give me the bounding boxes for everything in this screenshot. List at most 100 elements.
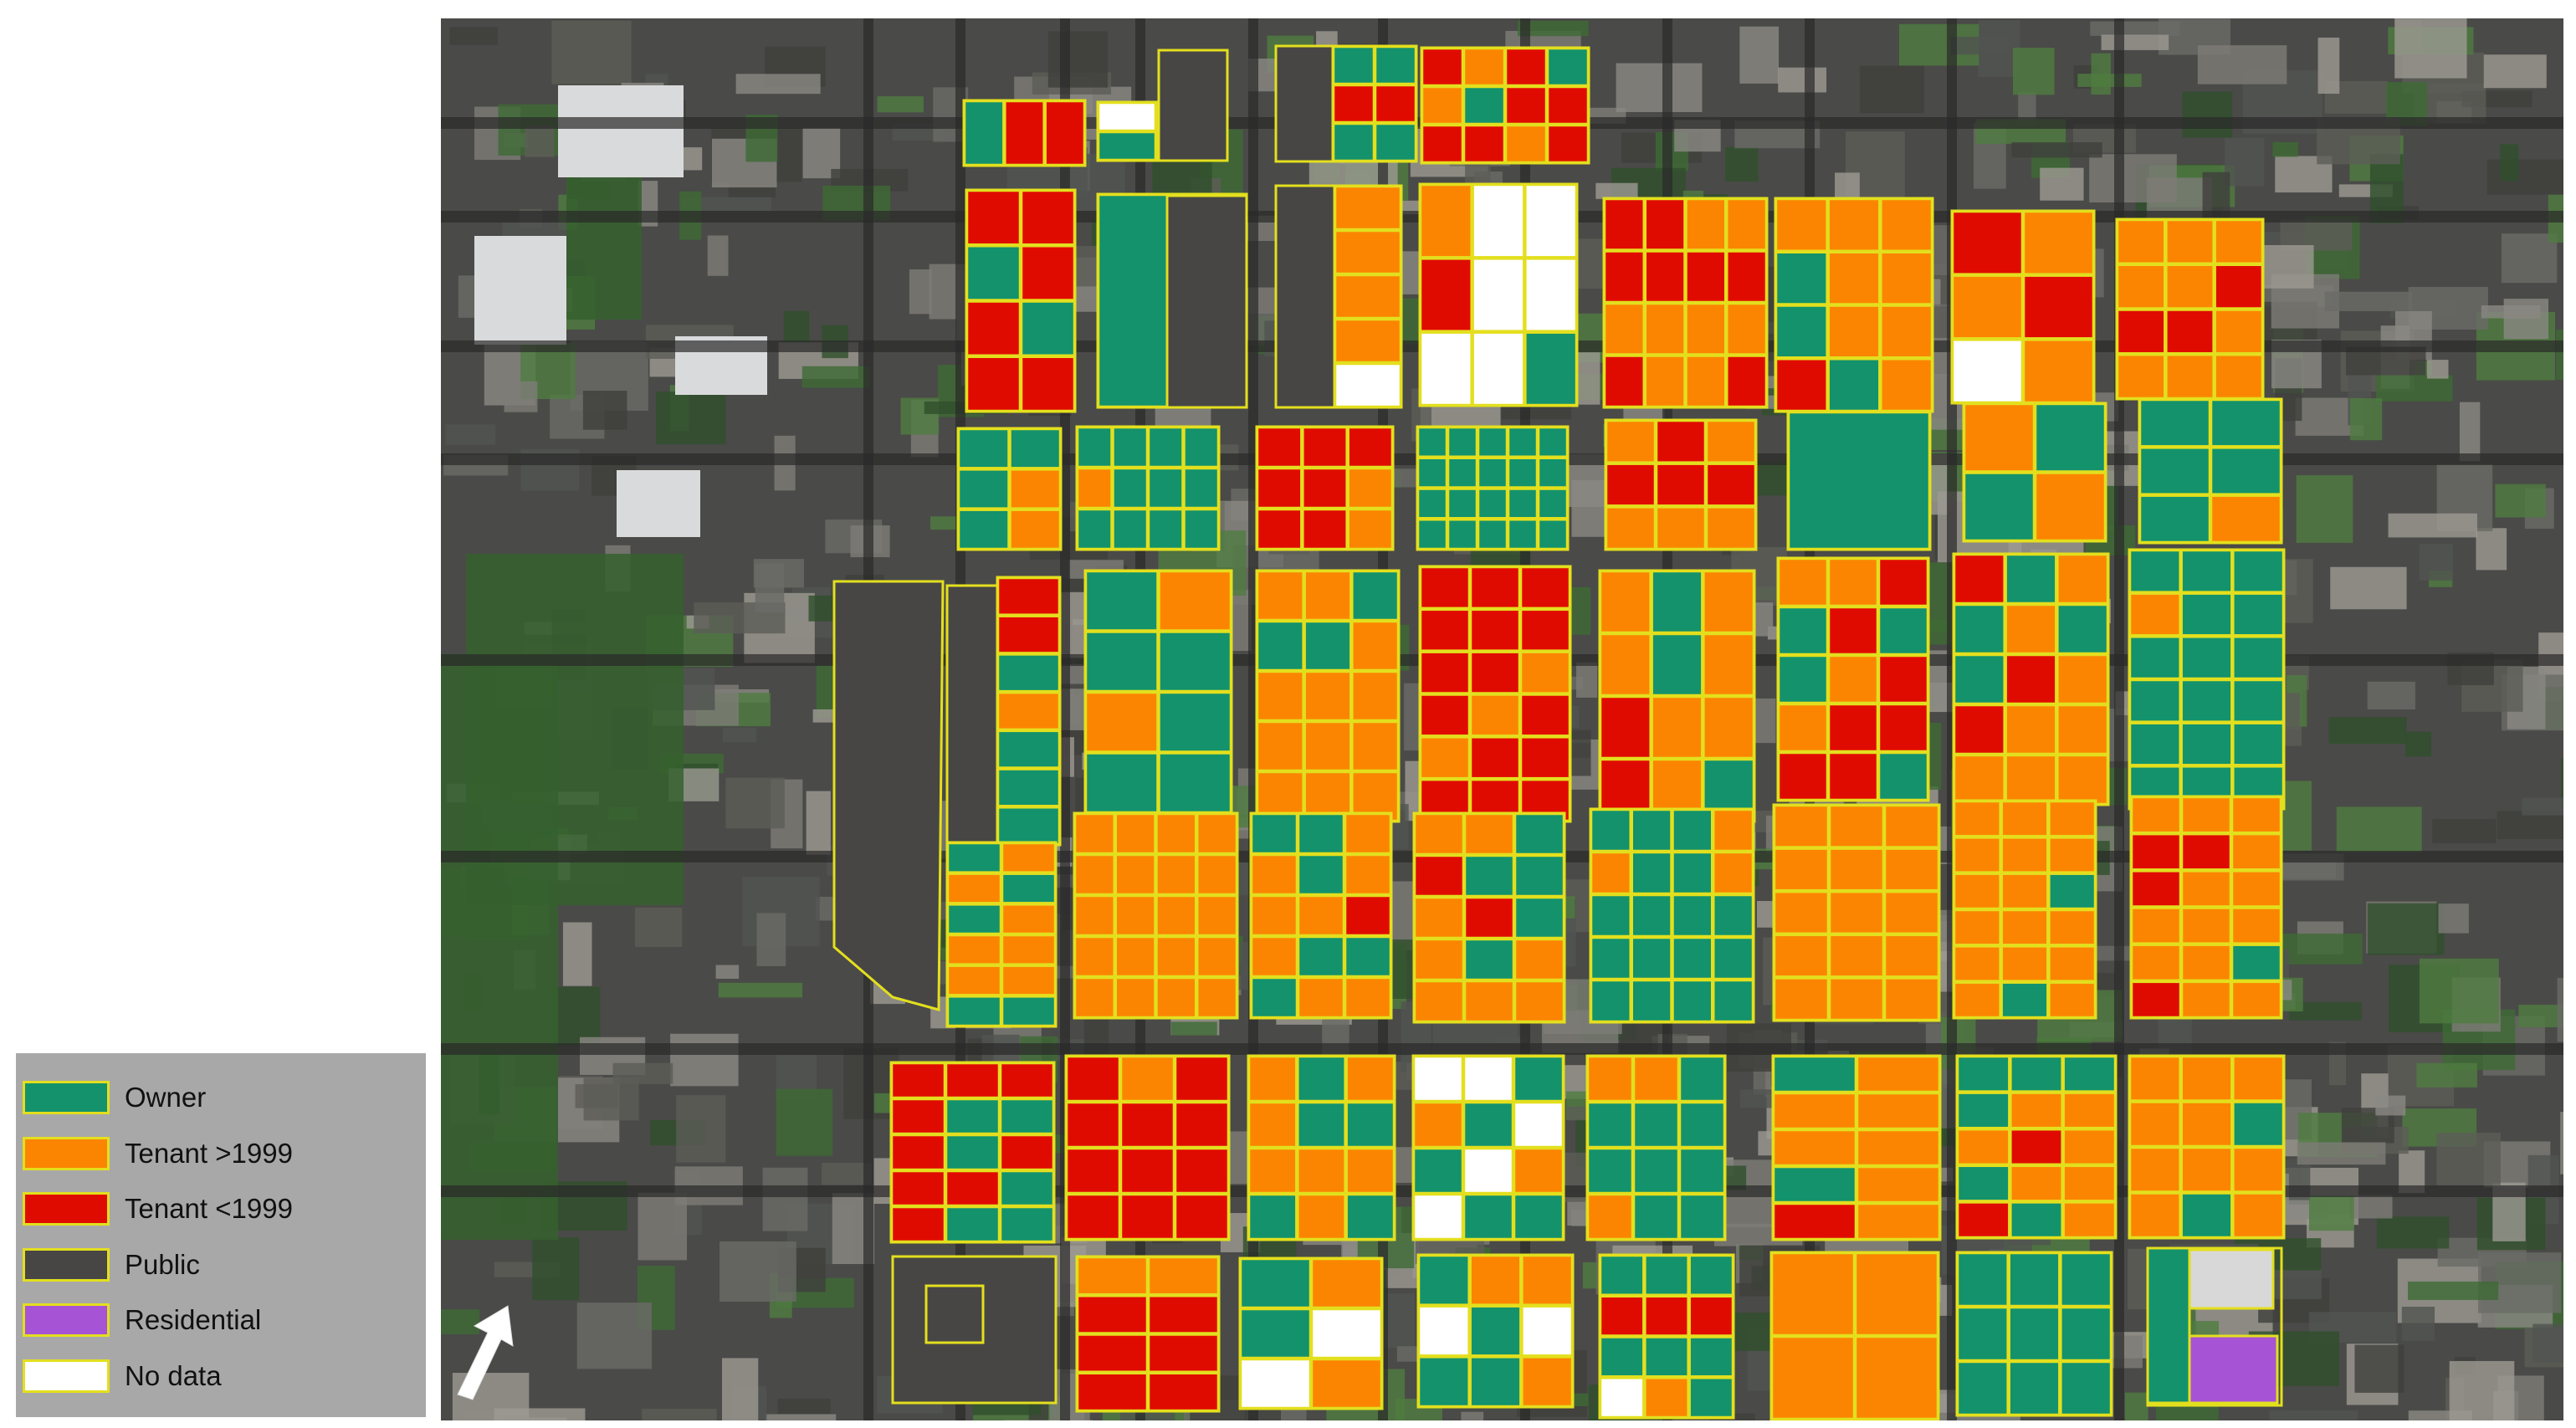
parcel xyxy=(965,189,1022,246)
parcel xyxy=(2008,1251,2061,1308)
parcel xyxy=(1001,903,1057,935)
basemap-texture xyxy=(1859,65,1925,114)
parcel xyxy=(1119,1101,1175,1149)
parcel xyxy=(1773,977,1830,1021)
parcel xyxy=(1147,1256,1220,1296)
basemap-texture xyxy=(2486,159,2563,195)
city-block xyxy=(1249,811,1393,1020)
parcel xyxy=(945,1170,1001,1207)
parcel xyxy=(1119,1147,1175,1195)
parcel xyxy=(1447,457,1478,489)
parcel xyxy=(1827,751,1879,801)
parcel xyxy=(1956,1128,2010,1166)
satellite-map[interactable] xyxy=(441,18,2563,1420)
basemap-texture xyxy=(1047,31,1109,88)
public-parcel xyxy=(891,1255,1058,1405)
parcel xyxy=(1685,302,1727,356)
basemap-texture xyxy=(777,1398,831,1415)
parcel xyxy=(946,996,1002,1027)
parcel xyxy=(2022,210,2095,275)
basemap-texture xyxy=(2561,758,2563,806)
building-roof xyxy=(558,85,684,177)
basemap-texture xyxy=(2324,291,2413,311)
parcel xyxy=(1020,356,1076,412)
parcel xyxy=(1419,608,1471,652)
basemap-texture xyxy=(2556,330,2563,380)
parcel xyxy=(1524,183,1578,258)
parcel xyxy=(1469,1305,1522,1357)
parcel xyxy=(1672,979,1713,1023)
parcel xyxy=(1521,1356,1574,1408)
parcel xyxy=(2116,264,2166,310)
city-block xyxy=(1786,410,1932,551)
basemap-texture xyxy=(2040,167,2084,201)
parcel xyxy=(2000,945,2049,982)
basemap-texture xyxy=(2156,1404,2219,1420)
parcel xyxy=(1644,197,1686,251)
parcel xyxy=(1519,736,1571,780)
parcel xyxy=(2180,980,2232,1019)
parcel xyxy=(1297,1055,1346,1103)
parcel xyxy=(1883,804,1940,848)
public-parcel xyxy=(1274,184,1336,409)
city-block xyxy=(1075,1255,1221,1413)
parcel xyxy=(1546,124,1590,164)
parcel xyxy=(1250,894,1298,937)
parcel xyxy=(1953,873,2001,910)
parcel xyxy=(1462,47,1506,87)
parcel xyxy=(1302,467,1348,509)
basemap-texture xyxy=(1170,1021,1217,1036)
parcel xyxy=(2180,907,2232,944)
parcel xyxy=(1345,1147,1396,1195)
parcel xyxy=(2048,837,2097,873)
parcel xyxy=(1334,362,1402,408)
parcel xyxy=(2214,309,2264,355)
parcel xyxy=(1651,695,1703,760)
parcel xyxy=(1469,1356,1522,1408)
parcel xyxy=(2022,274,2095,340)
parcel xyxy=(2180,832,2232,871)
parcel xyxy=(1469,736,1521,780)
parcel xyxy=(890,1098,946,1135)
basemap-texture xyxy=(2449,1360,2515,1420)
basemap-texture xyxy=(2495,484,2546,518)
parcel xyxy=(2116,354,2166,400)
parcel xyxy=(1421,124,1464,164)
parcel xyxy=(1196,894,1238,937)
parcel xyxy=(1412,1193,1464,1241)
parcel xyxy=(2180,549,2233,593)
parcel xyxy=(1303,670,1352,722)
basemap-texture xyxy=(2375,1095,2406,1116)
parcel xyxy=(2180,870,2232,908)
parcel xyxy=(1462,1147,1514,1195)
basemap-texture xyxy=(2077,74,2142,87)
parcel xyxy=(999,1134,1055,1171)
parcel xyxy=(1713,851,1754,895)
basemap-texture xyxy=(441,1309,480,1334)
parcel xyxy=(1644,1377,1689,1419)
parcel xyxy=(1073,976,1115,1019)
parcel xyxy=(946,873,1002,904)
city-block xyxy=(889,1061,1056,1244)
parcel xyxy=(1504,124,1548,164)
parcel xyxy=(1347,467,1394,509)
parcel xyxy=(1472,258,1525,332)
parcel xyxy=(1114,976,1156,1019)
parcel xyxy=(1001,996,1057,1027)
basemap-texture xyxy=(718,982,803,998)
basemap-texture xyxy=(583,1077,639,1121)
parcel xyxy=(1703,632,1755,697)
city-block xyxy=(965,188,1077,413)
parcel xyxy=(1827,358,1881,412)
basemap-texture xyxy=(525,125,555,157)
public-parcel xyxy=(1157,49,1229,162)
parcel xyxy=(2005,754,2057,806)
parcel xyxy=(1883,934,1940,978)
parcel xyxy=(1777,703,1829,753)
basemap-texture xyxy=(642,1409,717,1420)
parcel xyxy=(2138,398,2211,448)
parcel xyxy=(1477,426,1508,458)
basemap-texture xyxy=(2388,513,2477,538)
parcel xyxy=(1345,1055,1396,1103)
parcel xyxy=(1651,632,1703,697)
